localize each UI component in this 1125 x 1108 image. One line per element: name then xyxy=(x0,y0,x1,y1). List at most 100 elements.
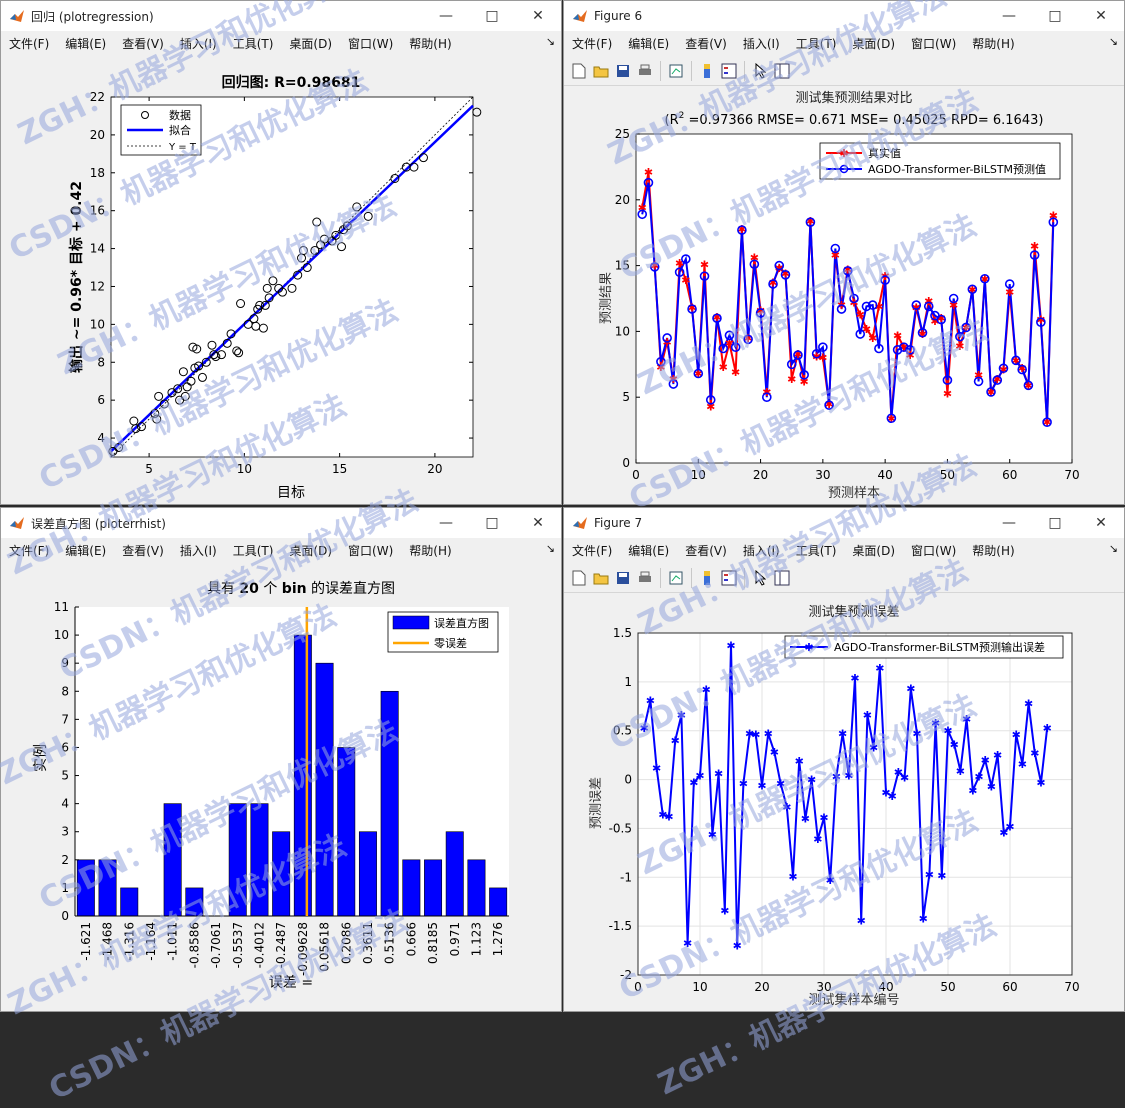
legend-icon[interactable] xyxy=(720,569,738,587)
property-inspector-icon[interactable] xyxy=(773,569,791,587)
menu-desktop[interactable]: 桌面(D) xyxy=(289,37,333,51)
window-titlebar[interactable]: Figure 6 — □ ✕ xyxy=(564,1,1124,31)
window-titlebar[interactable]: 回归 (plotregression) — □ ✕ xyxy=(1,1,561,31)
histogram-chart: 具有 20 个 bin 的误差直方图 误差 = 实例 0 1 2 3 4 5 6 7 8 9 10 1… xyxy=(33,580,509,991)
menu-window[interactable]: 窗口(W) xyxy=(911,37,957,51)
menubar-dock-arrow-icon[interactable]: ↘ xyxy=(1108,542,1118,555)
menu-view[interactable]: 查看(V) xyxy=(122,544,164,558)
menu-insert[interactable]: 插入(I) xyxy=(742,544,780,558)
minimize-button[interactable]: — xyxy=(986,1,1032,31)
series-1-point: ✱ xyxy=(824,398,833,411)
maximize-button[interactable]: □ xyxy=(1032,1,1078,31)
menu-help[interactable]: 帮助(H) xyxy=(972,37,1015,51)
y-axis-label: 实例 xyxy=(33,744,49,772)
menu-window[interactable]: 窗口(W) xyxy=(348,37,394,51)
edit-plot-cursor-icon[interactable] xyxy=(751,62,769,80)
data-point xyxy=(211,352,221,362)
menu-view[interactable]: 查看(V) xyxy=(685,37,727,51)
series-2-point xyxy=(917,327,928,338)
menu-help[interactable]: 帮助(H) xyxy=(409,37,452,51)
menu-desktop[interactable]: 桌面(D) xyxy=(852,37,896,51)
new-figure-icon[interactable] xyxy=(570,62,588,80)
close-button[interactable]: ✕ xyxy=(1078,508,1124,538)
series-1-point: ✱ xyxy=(694,368,703,381)
edit-plot-cursor-icon[interactable] xyxy=(751,569,769,587)
minimize-button[interactable]: — xyxy=(986,508,1032,538)
print-icon[interactable] xyxy=(636,62,654,80)
menubar-dock-arrow-icon[interactable]: ↘ xyxy=(1108,35,1118,48)
menu-file[interactable]: 文件(F) xyxy=(9,544,50,558)
print-icon[interactable] xyxy=(636,569,654,587)
menu-view[interactable]: 查看(V) xyxy=(122,37,164,51)
data-point xyxy=(409,162,419,172)
series-2-point xyxy=(818,342,828,352)
menu-help[interactable]: 帮助(H) xyxy=(972,544,1015,558)
plot-border xyxy=(637,632,1073,976)
menu-file[interactable]: 文件(F) xyxy=(572,544,613,558)
data-point xyxy=(217,350,227,360)
close-button[interactable]: ✕ xyxy=(1078,1,1124,31)
data-point xyxy=(268,276,278,286)
menu-insert[interactable]: 插入(I) xyxy=(742,37,780,51)
close-button[interactable]: ✕ xyxy=(515,1,561,31)
menu-desktop[interactable]: 桌面(D) xyxy=(289,544,333,558)
open-file-icon[interactable] xyxy=(592,62,610,80)
series-1-point: ✱ xyxy=(943,387,952,400)
menu-edit[interactable]: 编辑(E) xyxy=(628,544,670,558)
menu-tools[interactable]: 工具(T) xyxy=(795,37,837,51)
y-tick-label: 0 xyxy=(622,456,630,470)
menu-tools[interactable]: 工具(T) xyxy=(232,544,274,558)
error-point: ✱ xyxy=(714,768,723,781)
menu-desktop[interactable]: 桌面(D) xyxy=(852,544,896,558)
error-point: ✱ xyxy=(813,833,822,846)
open-file-icon[interactable] xyxy=(592,569,610,587)
colorbar-icon[interactable] xyxy=(698,569,716,587)
close-button[interactable]: ✕ xyxy=(515,508,561,538)
menu-edit[interactable]: 编辑(E) xyxy=(628,37,670,51)
series-2-point xyxy=(1023,380,1034,391)
menu-insert[interactable]: 插入(I) xyxy=(179,37,217,51)
series-1-point: ✱ xyxy=(968,283,977,296)
save-icon[interactable] xyxy=(614,62,632,80)
menu-file[interactable]: 文件(F) xyxy=(572,37,613,51)
menu-help[interactable]: 帮助(H) xyxy=(409,544,452,558)
minimize-button[interactable]: — xyxy=(423,508,469,538)
legend-icon[interactable] xyxy=(720,62,738,80)
data-point xyxy=(331,230,341,240)
menu-edit[interactable]: 编辑(E) xyxy=(65,37,107,51)
colorbar-icon[interactable] xyxy=(698,62,716,80)
menu-tools[interactable]: 工具(T) xyxy=(232,37,274,51)
x-tick-label: 40 xyxy=(878,468,893,482)
menu-window[interactable]: 窗口(W) xyxy=(911,544,957,558)
menu-insert[interactable]: 插入(I) xyxy=(179,544,217,558)
x-tick-label: -0.8586 xyxy=(187,922,201,968)
link-plot-icon[interactable] xyxy=(667,569,685,587)
window-titlebar[interactable]: Figure 7 — □ ✕ xyxy=(564,508,1124,538)
series-1-point: ✱ xyxy=(980,273,989,286)
chart-legend: 数据 拟合 Y = T xyxy=(120,104,202,156)
menubar-dock-arrow-icon[interactable]: ↘ xyxy=(545,35,555,48)
menu-window[interactable]: 窗口(W) xyxy=(348,544,394,558)
window-titlebar[interactable]: 误差直方图 (ploterrhist) — □ ✕ xyxy=(1,508,561,538)
maximize-button[interactable]: □ xyxy=(1032,508,1078,538)
minimize-button[interactable]: — xyxy=(423,1,469,31)
data-point xyxy=(472,107,482,117)
y-tick-label: -1.5 xyxy=(609,919,632,933)
menu-tools[interactable]: 工具(T) xyxy=(795,544,837,558)
link-plot-icon[interactable] xyxy=(667,62,685,80)
property-inspector-icon[interactable] xyxy=(773,62,791,80)
x-tick-label: 0.05618 xyxy=(318,922,332,972)
error-point: ✱ xyxy=(739,777,748,790)
save-icon[interactable] xyxy=(614,569,632,587)
series-1-point: ✱ xyxy=(806,215,815,228)
y-tick-label: 10 xyxy=(90,317,105,331)
menu-file[interactable]: 文件(F) xyxy=(9,37,50,51)
maximize-button[interactable]: □ xyxy=(469,508,515,538)
maximize-button[interactable]: □ xyxy=(469,1,515,31)
menu-edit[interactable]: 编辑(E) xyxy=(65,544,107,558)
menubar: 文件(F) 编辑(E) 查看(V) 插入(I) 工具(T) 桌面(D) 窗口(W… xyxy=(564,31,1124,57)
series-1-point: ✱ xyxy=(843,264,852,277)
new-figure-icon[interactable] xyxy=(570,569,588,587)
menubar-dock-arrow-icon[interactable]: ↘ xyxy=(545,542,555,555)
menu-view[interactable]: 查看(V) xyxy=(685,544,727,558)
